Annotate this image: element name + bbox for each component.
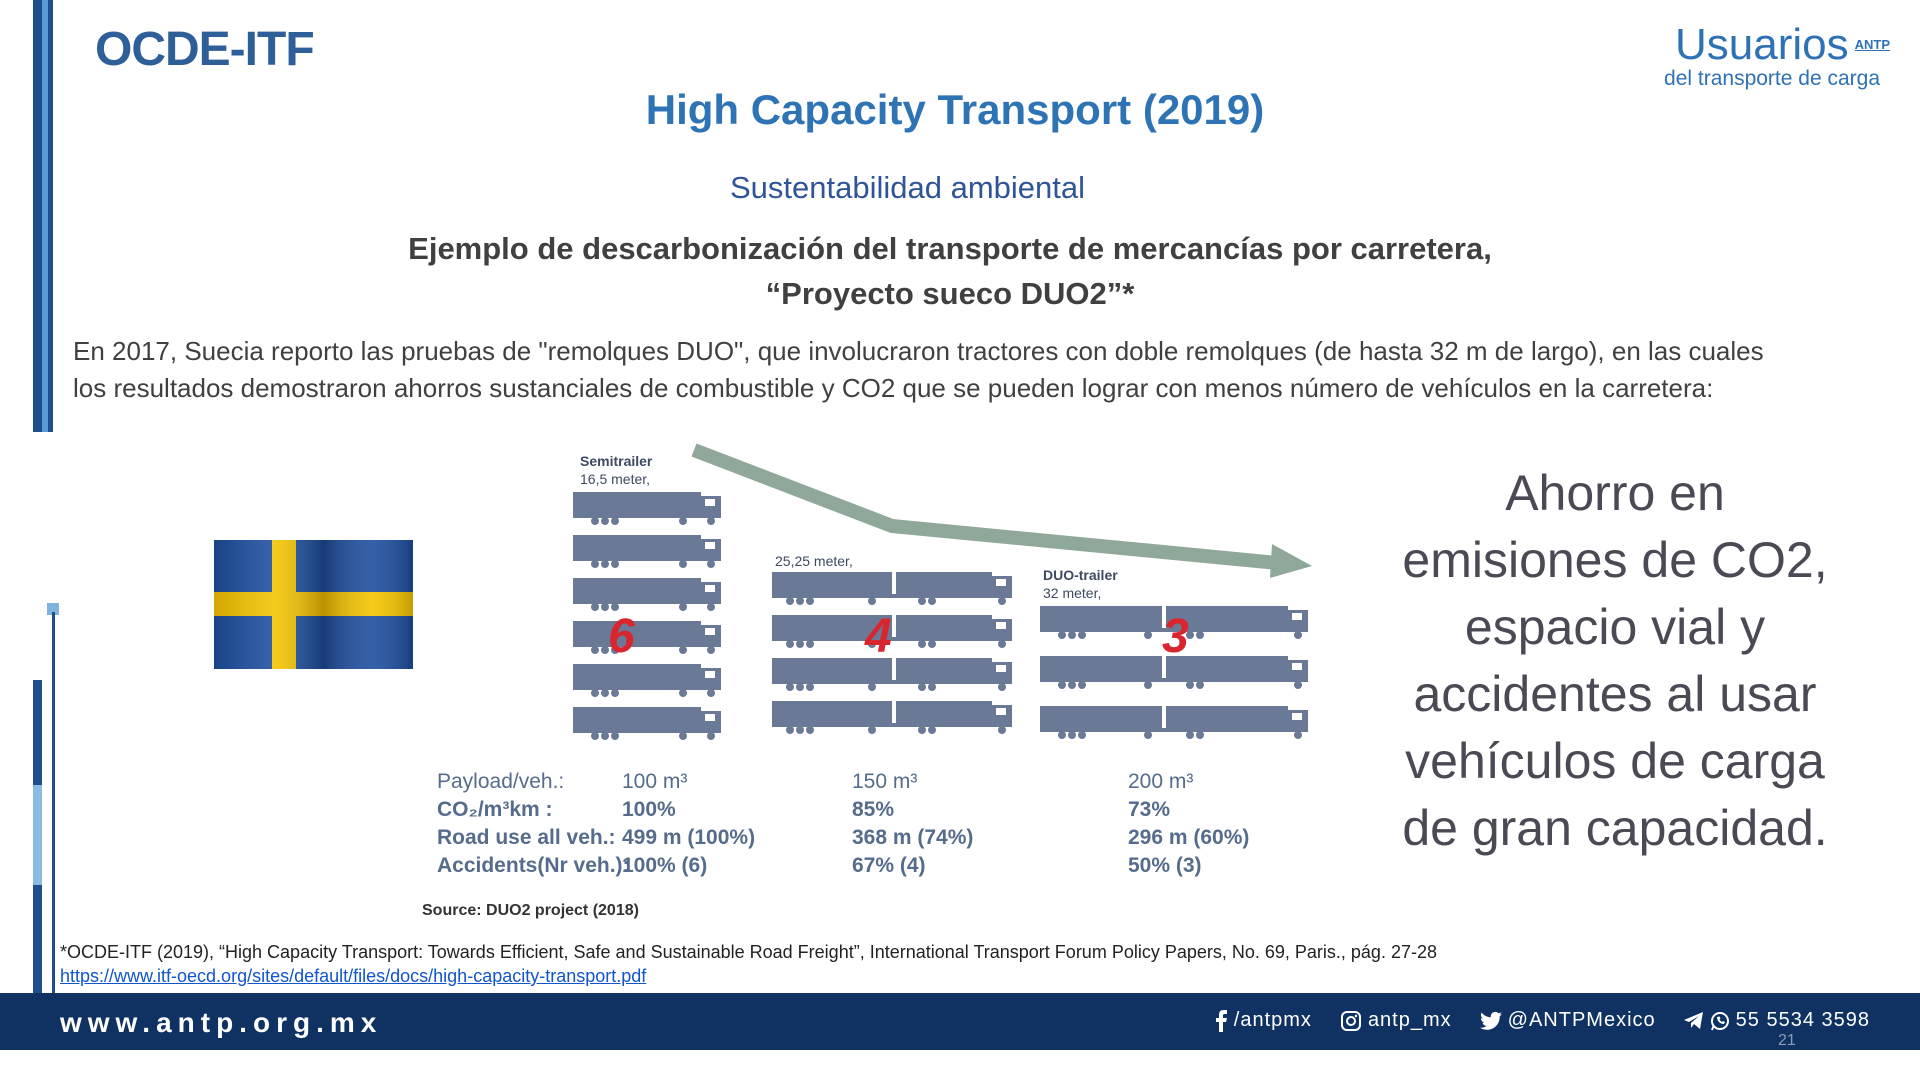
semitrailer-truck — [573, 664, 721, 697]
facebook-handle: /antpmx — [1233, 1009, 1312, 1031]
duo-count: 3 — [1162, 610, 1189, 663]
stats-row-co2: CO₂/m³km : 100% 85% 73% — [437, 796, 1249, 824]
m25-truck — [772, 572, 1012, 605]
stat-value: 67% (4) — [852, 854, 926, 877]
semitrailer-truck — [573, 578, 721, 611]
stats-table: Payload/veh.: 100 m³ 150 m³ 200 m³ CO₂/m³km… — [437, 768, 1249, 880]
savings-line: de gran capacidad. — [1402, 800, 1828, 856]
stat-value: 100 m³ — [622, 770, 688, 793]
footnote-citation: *OCDE-ITF (2019), “High Capacity Transpo… — [60, 942, 1437, 962]
savings-line: espacio vial y — [1464, 599, 1766, 655]
stat-label: Accidents(Nr veh.): — [437, 854, 630, 877]
duo2-comparison-figure: Semitrailer 16,5 meter, 6 25,25 meter, 4… — [573, 443, 1312, 740]
whatsapp-icon — [1710, 1011, 1729, 1030]
m25-truck — [772, 701, 1012, 734]
group1-length: 16,5 meter, — [580, 471, 650, 487]
heading-line-1: Ejemplo de descarbonización del transpor… — [408, 231, 1492, 266]
heading-line-2: “Proyecto sueco DUO2”* — [765, 276, 1135, 311]
left-accent-segment — [33, 680, 42, 785]
footnote-link[interactable]: https://www.itf-oecd.org/sites/default/f… — [60, 966, 647, 986]
usuarios-logo: Usuarios ANTP del transporte de carga — [1664, 22, 1890, 90]
logo-badge: ANTP — [1854, 37, 1890, 52]
intro-line-1: En 2017, Suecia reporto las pruebas de "… — [73, 336, 1764, 366]
semitrailer-truck — [573, 535, 721, 568]
stat-value: 100% (6) — [622, 854, 708, 877]
page-number: 21 — [1778, 1032, 1796, 1049]
accent-square — [47, 603, 59, 615]
stat-value: 499 m (100%) — [622, 826, 756, 849]
phone-contact[interactable]: 55 5534 3598 — [1683, 1009, 1870, 1032]
sweden-flag — [214, 540, 413, 669]
stat-value: 150 m³ — [852, 770, 918, 793]
semitrailer-count: 6 — [608, 610, 635, 663]
logo-sub-text: del transporte de carga — [1664, 67, 1880, 90]
figure-source: Source: DUO2 project (2018) — [422, 902, 639, 919]
stat-value: 85% — [852, 798, 895, 821]
instagram-handle: antp_mx — [1367, 1009, 1452, 1031]
intro-line-2: los resultados demostraron ahorros susta… — [73, 373, 1714, 403]
logo-main-text: Usuarios — [1674, 20, 1849, 69]
slide-heading: Ejemplo de descarbonización del transpor… — [320, 226, 1580, 316]
accent-line — [52, 612, 55, 994]
stat-value: 50% (3) — [1128, 854, 1202, 877]
savings-line: emisiones de CO2, — [1402, 532, 1828, 588]
semitrailer-truck — [573, 621, 721, 654]
facebook-link[interactable]: /antpmx — [1214, 1009, 1312, 1032]
savings-line: accidentes al usar — [1413, 666, 1817, 722]
group1-label: Semitrailer — [580, 453, 653, 469]
left-accent-segment — [33, 885, 42, 995]
savings-line: vehículos de carga — [1405, 733, 1825, 789]
stat-value: 296 m (60%) — [1128, 826, 1250, 849]
duo-trailer-truck — [1040, 706, 1308, 739]
stats-row-payload: Payload/veh.: 100 m³ 150 m³ 200 m³ — [437, 768, 1249, 796]
stat-value: 200 m³ — [1128, 770, 1194, 793]
stat-value: 100% — [622, 798, 676, 821]
telegram-icon — [1683, 1011, 1703, 1029]
semitrailer-truck — [573, 707, 721, 740]
stat-value: 368 m (74%) — [852, 826, 974, 849]
slide-subtitle: Sustentabilidad ambiental — [729, 170, 1086, 205]
stat-value: 73% — [1128, 798, 1171, 821]
arrow-head — [1270, 544, 1312, 578]
footer-bar: www.antp.org.mx /antpmx antp_mx @ANTPMex… — [0, 993, 1920, 1050]
instagram-link[interactable]: antp_mx — [1340, 1009, 1452, 1032]
stat-label: Road use all veh.: — [437, 826, 616, 849]
semitrailer-truck — [573, 492, 721, 525]
m25-truck — [772, 658, 1012, 691]
left-accent-bar-inner — [42, 0, 48, 432]
social-links: /antpmx antp_mx @ANTPMexico 55 5534 3598 — [1214, 1009, 1870, 1032]
brand-left: OCDE-ITF — [95, 23, 315, 76]
m25-count: 4 — [864, 610, 892, 663]
group3-label: DUO-trailer — [1043, 567, 1118, 583]
twitter-icon — [1479, 1011, 1502, 1030]
twitter-link[interactable]: @ANTPMexico — [1479, 1009, 1656, 1032]
stat-label: Payload/veh.: — [437, 770, 565, 793]
twitter-handle: @ANTPMexico — [1507, 1009, 1656, 1031]
footer-website[interactable]: www.antp.org.mx — [60, 1007, 383, 1038]
m25-truck — [772, 615, 1012, 648]
stats-row-accidents: Accidents(Nr veh.):100% (6) 67% (4) 50% (3… — [437, 852, 1249, 880]
intro-paragraph: En 2017, Suecia reporto las pruebas de "… — [73, 333, 1873, 407]
phone-number: 55 5534 3598 — [1735, 1009, 1870, 1031]
stats-row-road-use: Road use all veh.: 499 m (100%) 368 m (74%… — [437, 824, 1249, 852]
instagram-icon — [1340, 1010, 1361, 1031]
slide-title: High Capacity Transport (2019) — [645, 86, 1265, 133]
stat-label: CO₂/m³km : — [437, 798, 553, 821]
trend-arrow — [691, 443, 1289, 571]
group2-length: 25,25 meter, — [775, 553, 853, 569]
left-accent-segment — [33, 785, 42, 885]
savings-line: Ahorro en — [1505, 465, 1725, 521]
group3-length: 32 meter, — [1043, 585, 1101, 601]
facebook-icon — [1215, 1009, 1227, 1032]
footnote: *OCDE-ITF (2019), “High Capacity Transpo… — [60, 940, 1880, 988]
savings-statement: Ahorro en emisiones de CO2, espacio vial… — [1380, 460, 1850, 862]
